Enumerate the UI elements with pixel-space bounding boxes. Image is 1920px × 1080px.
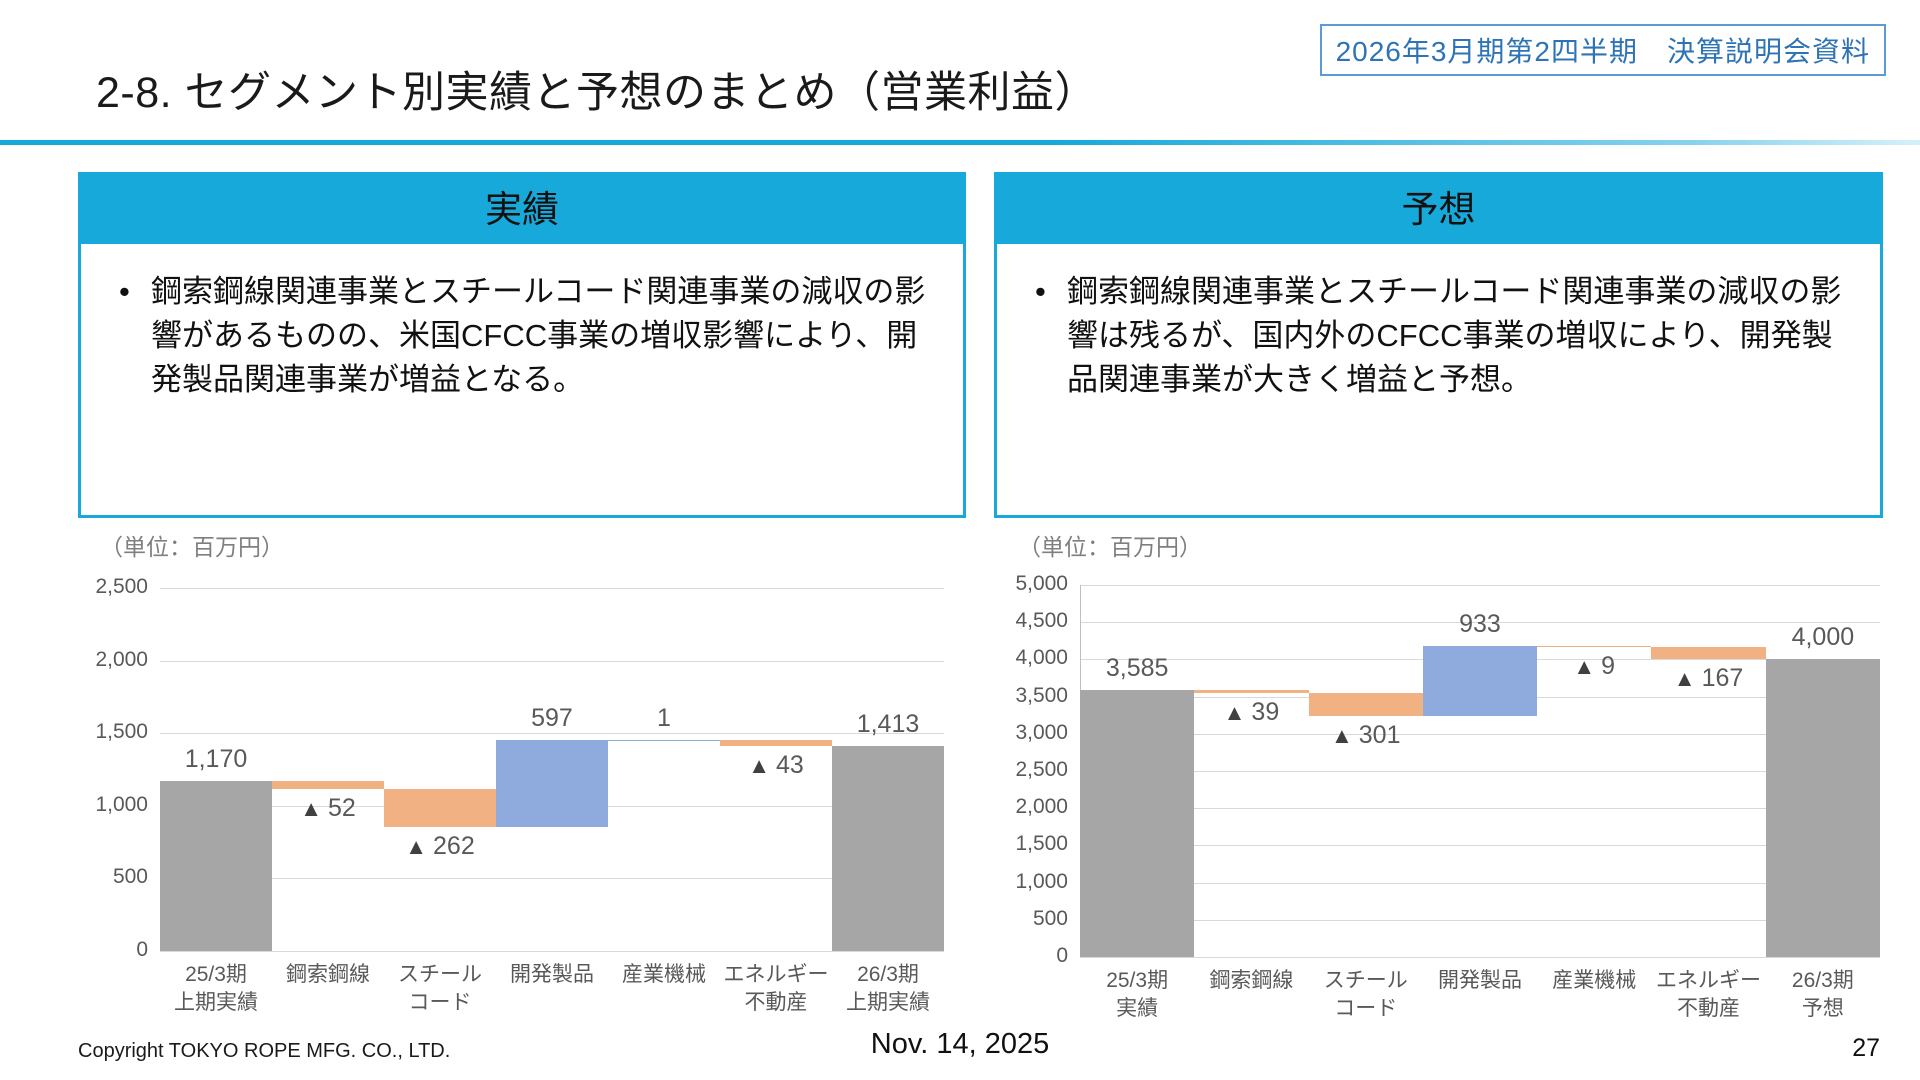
- x-category-label-エネルギー不動産: エネルギー 不動産: [1656, 969, 1762, 1020]
- copyright-text: Copyright TOKYO ROPE MFG. CO., LTD.: [78, 1040, 451, 1062]
- y-tick-label: 3,000: [1015, 720, 1068, 744]
- gridline: [1080, 808, 1880, 810]
- gridline: [1080, 919, 1880, 921]
- waterfall-bar-鋼索鋼線: [1194, 690, 1309, 694]
- gridline: [1080, 622, 1880, 624]
- y-tick-label: 2,000: [95, 647, 148, 671]
- decrease-triangle-icon: ▲: [748, 753, 770, 779]
- decrease-triangle-icon: ▲: [405, 833, 428, 859]
- y-tick-label: 2,500: [95, 575, 148, 598]
- y-tick-label: 1,500: [1015, 832, 1068, 856]
- x-category-label-25/3期実績: 25/3期 実績: [1106, 969, 1169, 1020]
- y-tick-label: 4,000: [1015, 646, 1068, 670]
- actual-panel-header: 実績: [81, 175, 963, 244]
- waterfall-bar-スチールコード: [384, 788, 496, 827]
- waterfall-bar-26/3期予想: [1765, 659, 1880, 957]
- bar-value-label: ▲ 39: [1223, 698, 1280, 727]
- bar-value-label: 1,170: [184, 745, 248, 774]
- waterfall-bar-鋼索鋼線: [272, 781, 384, 789]
- gridline: [1080, 733, 1880, 735]
- waterfall-bar-産業機械: [608, 739, 720, 741]
- decrease-triangle-icon: ▲: [300, 795, 322, 821]
- y-tick-label: 2,000: [1015, 795, 1068, 819]
- bar-value-label: ▲ 167: [1673, 664, 1744, 693]
- x-category-label-産業機械: 産業機械: [1552, 969, 1637, 992]
- actual-waterfall-chart: （単位：百万円） 0 500 1,000 1,500 2,000 2,500 1,170 25…: [78, 522, 968, 1062]
- x-category-label-開発製品: 開発製品: [1438, 969, 1523, 992]
- gridline: [1080, 845, 1880, 847]
- waterfall-bar-産業機械: [1537, 646, 1652, 648]
- page-title: 2-8. セグメント別実績と予想のまとめ（営業利益）: [96, 69, 1099, 117]
- bar-value-label: 1,413: [856, 709, 920, 738]
- bar-value-label: 4,000: [1791, 623, 1855, 652]
- waterfall-bar-エネルギー不動産: [720, 739, 832, 747]
- bar-value-label: 1: [657, 703, 671, 732]
- x-category-label-鋼索鋼線: 鋼索鋼線: [286, 963, 370, 986]
- bar-value-label: 3,585: [1105, 654, 1169, 683]
- waterfall-bar-25/3期実績: [1080, 690, 1195, 957]
- page-number: 27: [1852, 1034, 1880, 1062]
- actual-panel: 実績 鋼索鋼線関連事業とスチールコード関連事業の減収の影響があるものの、米国CF…: [78, 172, 966, 518]
- bar-value-label: ▲ 52: [300, 793, 356, 822]
- gridline: [160, 733, 944, 735]
- y-tick-label: 4,500: [1015, 609, 1068, 633]
- gridline: [160, 660, 944, 662]
- x-category-label-エネルギー不動産: エネルギー 不動産: [723, 963, 829, 1014]
- y-tick-label: 0: [1056, 944, 1068, 967]
- waterfall-bar-25/3期上期実績: [160, 781, 272, 951]
- forecast-panel-body: 鋼索鋼線関連事業とスチールコード関連事業の減収の影響は残るが、国内外のCFCC事…: [997, 244, 1880, 402]
- forecast-bullet-text: 鋼索鋼線関連事業とスチールコード関連事業の減収の影響は残るが、国内外のCFCC事…: [1033, 270, 1856, 402]
- x-category-label-26/3期予想: 26/3期 予想: [1791, 969, 1854, 1020]
- y-tick-label: 500: [112, 865, 148, 889]
- bar-value-label: ▲ 9: [1573, 651, 1616, 680]
- gridline: [1080, 771, 1880, 772]
- forecast-waterfall-chart: （単位：百万円） 0 500 1,000 1,500 2,000 2,500 3,000 3,…: [1000, 522, 1905, 1062]
- title-underline: [0, 140, 1920, 145]
- decrease-triangle-icon: ▲: [1223, 700, 1246, 726]
- waterfall-bar-開発製品: [1422, 646, 1538, 716]
- gridline: [1080, 957, 1880, 958]
- x-category-label-開発製品: 開発製品: [510, 963, 594, 986]
- y-tick-label: 500: [1032, 906, 1068, 930]
- waterfall-bar-スチールコード: [1308, 693, 1423, 716]
- date-text: Nov. 14, 2025: [870, 1028, 1050, 1060]
- x-category-label-鋼索鋼線: 鋼索鋼線: [1209, 969, 1294, 992]
- gridline: [160, 588, 944, 589]
- x-category-label-産業機械: 産業機械: [622, 963, 706, 986]
- y-tick-label: 1,500: [95, 720, 148, 744]
- y-tick-label: 5,000: [1015, 572, 1068, 595]
- y-tick-label: 1,000: [1015, 869, 1068, 893]
- bar-value-label: ▲ 262: [405, 831, 475, 860]
- x-category-label-26/3期上期実績: 26/3期 上期実績: [846, 963, 930, 1014]
- gridline: [1080, 882, 1880, 884]
- forecast-panel-header: 予想: [997, 175, 1880, 244]
- actual-panel-body: 鋼索鋼線関連事業とスチールコード関連事業の減収の影響があるものの、米国CFCC事…: [81, 244, 963, 402]
- gridline: [160, 951, 944, 952]
- decrease-triangle-icon: ▲: [1673, 666, 1696, 692]
- gridline: [1080, 585, 1880, 586]
- decrease-triangle-icon: ▲: [1573, 653, 1596, 679]
- unit-label: （単位：百万円）: [100, 534, 284, 560]
- bar-value-label: ▲ 301: [1330, 720, 1401, 749]
- gridline: [160, 878, 944, 880]
- decrease-triangle-icon: ▲: [1330, 722, 1353, 748]
- y-tick-label: 1,000: [95, 792, 148, 816]
- waterfall-bar-開発製品: [496, 740, 608, 827]
- bar-value-label: 597: [531, 704, 573, 732]
- waterfall-bar-エネルギー不動産: [1651, 646, 1766, 660]
- actual-bullet-text: 鋼索鋼線関連事業とスチールコード関連事業の減収の影響があるものの、米国CFCC事…: [117, 270, 939, 402]
- unit-label: （単位：百万円）: [1018, 534, 1202, 560]
- forecast-panel: 予想 鋼索鋼線関連事業とスチールコード関連事業の減収の影響は残るが、国内外のCF…: [994, 172, 1883, 518]
- waterfall-bar-26/3期上期実績: [832, 745, 944, 951]
- y-tick-label: 2,500: [1015, 758, 1068, 781]
- meeting-material-badge: 2026年3月期第2四半期 決算説明会資料: [1319, 24, 1886, 76]
- y-tick-label: 0: [136, 938, 148, 961]
- x-category-label-スチールコード: スチール コード: [1323, 969, 1408, 1020]
- y-tick-label: 3,500: [1015, 683, 1068, 707]
- x-category-label-25/3期上期実績: 25/3期 上期実績: [174, 963, 258, 1014]
- bar-value-label: ▲ 43: [748, 751, 804, 780]
- x-category-label-スチールコード: スチール コード: [398, 963, 482, 1014]
- bar-value-label: 933: [1459, 610, 1501, 639]
